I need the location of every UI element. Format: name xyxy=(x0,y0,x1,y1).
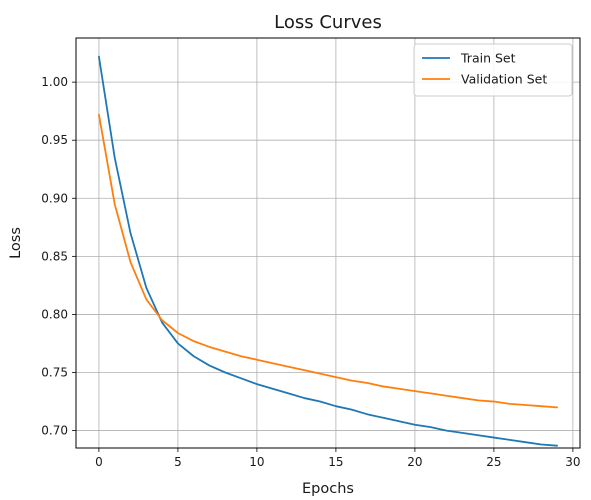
x-axis-label: Epochs xyxy=(302,481,354,497)
y-tick-label: 1.00 xyxy=(41,75,68,89)
legend-box xyxy=(413,43,573,97)
series-lines xyxy=(98,55,558,447)
plot-frame xyxy=(75,37,581,449)
y-tick-label: 0.90 xyxy=(41,191,68,205)
series-line-validation-set xyxy=(98,113,558,409)
x-tick-label: 25 xyxy=(486,455,501,469)
y-tick-label: 0.70 xyxy=(41,424,68,438)
x-tick-label: 5 xyxy=(174,455,182,469)
y-tick-label: 0.75 xyxy=(41,366,68,380)
legend-label-validation-set: Validation Set xyxy=(461,72,547,87)
y-axis-label: Loss xyxy=(8,227,24,259)
x-tick-label: 10 xyxy=(249,455,264,469)
axis-ticks: 0 5 10 15 20 25 30 0.70 0.75 0.80 0.85 0.90 0.95 1.00 xyxy=(41,75,580,469)
x-tick-label: 30 xyxy=(565,455,580,469)
x-tick-label: 20 xyxy=(407,455,422,469)
chart-title: Loss Curves xyxy=(274,12,382,33)
y-tick-label: 0.80 xyxy=(41,307,68,321)
plot-area-background xyxy=(76,38,580,448)
legend-label-train-set: Train Set xyxy=(460,51,516,66)
y-tick-label: 0.95 xyxy=(41,133,68,147)
x-tick-label: 0 xyxy=(95,455,103,469)
y-tick-label: 0.85 xyxy=(41,249,68,263)
x-tick-label: 15 xyxy=(328,455,343,469)
series-line-train-set xyxy=(98,55,558,447)
grid xyxy=(76,38,580,448)
legend: Train Set Validation Set xyxy=(413,43,573,97)
